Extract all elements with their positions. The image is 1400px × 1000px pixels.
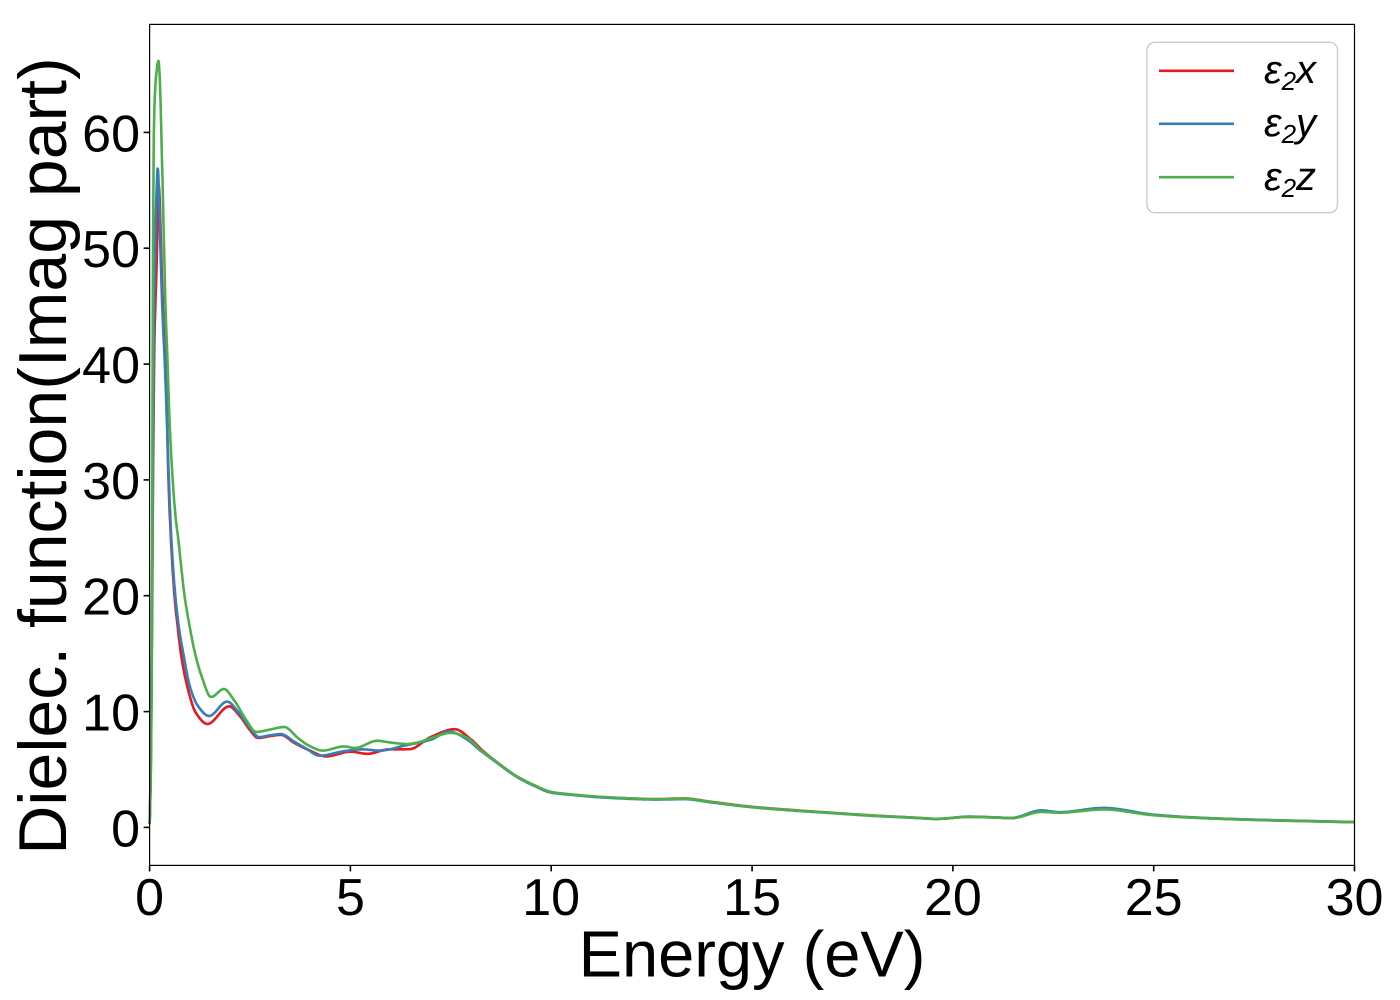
svg-text:ε2y: ε2y — [1264, 101, 1319, 149]
svg-text:60: 60 — [82, 105, 140, 163]
svg-text:0: 0 — [111, 800, 140, 858]
svg-text:30: 30 — [1326, 869, 1384, 927]
svg-text:Energy (eV): Energy (eV) — [579, 918, 926, 991]
svg-text:40: 40 — [82, 337, 140, 395]
svg-text:30: 30 — [82, 453, 140, 511]
svg-text:20: 20 — [82, 569, 140, 627]
svg-text:10: 10 — [522, 869, 580, 927]
svg-text:15: 15 — [723, 869, 781, 927]
svg-text:0: 0 — [135, 869, 164, 927]
svg-text:Dielec. function(Imag part): Dielec. function(Imag part) — [5, 57, 81, 854]
svg-text:5: 5 — [336, 869, 365, 927]
svg-text:50: 50 — [82, 221, 140, 279]
svg-text:ε2z: ε2z — [1264, 155, 1316, 203]
svg-text:25: 25 — [1125, 869, 1183, 927]
svg-text:20: 20 — [924, 869, 982, 927]
svg-text:10: 10 — [82, 685, 140, 743]
